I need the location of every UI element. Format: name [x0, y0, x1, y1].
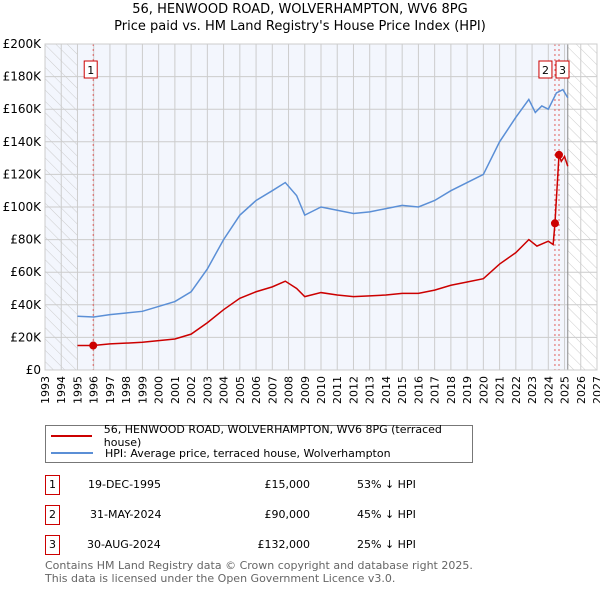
sale-marker-box — [555, 60, 570, 79]
marker-box: 3 — [45, 535, 60, 555]
plot-border — [44, 43, 598, 371]
hpi-delta: 45% ↓ HPI — [357, 508, 416, 521]
price-chart: 1993 1994 1995 1996 1997 1998 1999 2000 2001 2002… — [3, 37, 600, 404]
marker-box: 2 — [45, 505, 60, 525]
x-tick-label: 1994 — [55, 376, 68, 404]
x-tick-label: 2023 — [526, 376, 539, 404]
x-tick-label: 2021 — [494, 376, 507, 404]
transaction-row: 1 19-DEC-1995 £15,000 53% ↓ HPI — [45, 475, 465, 495]
x-tick-label: 2006 — [250, 376, 263, 404]
x-tick-label: 2026 — [575, 376, 588, 404]
x-tick-label: 2014 — [380, 376, 393, 404]
sale-point — [555, 150, 564, 159]
x-tick-label: 2012 — [347, 376, 360, 404]
legend-item-hpi: HPI: Average price, terraced house, Wolv… — [46, 445, 391, 461]
legend-swatch-red — [51, 435, 92, 437]
x-tick-label: 1997 — [104, 376, 117, 404]
y-tick-label: £80K — [10, 233, 42, 247]
chart-subtitle: Price paid vs. HM Land Registry's House … — [114, 19, 486, 34]
footer-line: Contains HM Land Registry data © Crown c… — [45, 559, 473, 572]
x-tick-label: 2004 — [218, 376, 231, 404]
x-tick-label: 1999 — [136, 376, 149, 404]
x-tick-label: 2005 — [234, 376, 247, 404]
y-tick-label: £180K — [3, 70, 43, 84]
y-tick-label: £20K — [10, 330, 42, 344]
hpi-delta: 53% ↓ HPI — [357, 478, 416, 491]
x-tick-label: 2018 — [445, 376, 458, 404]
x-tick-label: 2010 — [315, 376, 328, 404]
x-tick-label: 2015 — [396, 376, 409, 404]
series-line — [77, 88, 569, 318]
sale-marker-box — [538, 60, 553, 79]
x-tick-label: 1998 — [120, 376, 133, 404]
y-tick-label: £120K — [3, 167, 43, 181]
sale-point — [550, 219, 559, 228]
y-tick-label: £200K — [3, 37, 43, 51]
x-tick-label: 2009 — [299, 376, 312, 404]
x-tick-label: 2003 — [201, 376, 214, 404]
sale-marker-box — [83, 60, 98, 79]
x-tick-label: 2024 — [542, 376, 555, 404]
legend-label: HPI: Average price, terraced house, Wolv… — [105, 446, 391, 460]
sale-point — [89, 341, 98, 350]
x-tick-label: 2002 — [185, 376, 198, 404]
chart-title: 56, HENWOOD ROAD, WOLVERHAMPTON, WV6 8PG — [132, 2, 468, 17]
footer: Contains HM Land Registry data © Crown c… — [45, 559, 473, 585]
y-tick-label: £40K — [10, 298, 42, 312]
legend: 56, HENWOOD ROAD, WOLVERHAMPTON, WV6 8PG… — [45, 423, 473, 463]
x-tick-label: 2019 — [461, 376, 474, 404]
x-tick-label: 2011 — [331, 376, 344, 404]
x-tick-label: 2001 — [169, 376, 182, 404]
footer-line: This data is licensed under the Open Gov… — [45, 572, 396, 585]
sale-marker-label: 3 — [559, 64, 566, 77]
x-tick-label: 2013 — [364, 376, 377, 404]
y-tick-label: £100K — [3, 200, 43, 214]
hpi-delta: 25% ↓ HPI — [357, 538, 416, 551]
x-tick-label: 2007 — [266, 376, 279, 404]
sale-marker-label: 2 — [542, 64, 549, 77]
sale-price: £15,000 — [264, 478, 311, 491]
y-tick-label: £60K — [10, 265, 42, 279]
x-tick-label: 2008 — [283, 376, 296, 404]
sale-price: £90,000 — [264, 508, 311, 521]
series-line — [77, 154, 569, 347]
marker-box: 1 — [45, 475, 60, 495]
x-tick-label: 2020 — [477, 376, 490, 404]
x-tick-label: 2017 — [429, 376, 442, 404]
sale-date: 19-DEC-1995 — [88, 478, 162, 491]
x-tick-label: 2022 — [510, 376, 523, 404]
legend-label: 56, HENWOOD ROAD, WOLVERHAMPTON, WV6 8PG… — [103, 423, 442, 449]
x-tick-label: 1995 — [71, 376, 84, 404]
y-tick-label: £160K — [3, 102, 43, 116]
legend-swatch-blue — [51, 452, 93, 454]
transaction-row: 3 30-AUG-2024 £132,000 25% ↓ HPI — [45, 535, 465, 555]
x-tick-label: 1993 — [39, 376, 52, 404]
x-tick-label: 2000 — [153, 376, 166, 404]
y-tick-label: £140K — [3, 135, 43, 149]
x-tick-label: 2016 — [412, 376, 425, 404]
x-tick-label: 1996 — [88, 376, 101, 404]
sale-marker-label: 1 — [87, 64, 94, 77]
y-tick-label: £0 — [26, 363, 41, 377]
sale-price: £132,000 — [257, 538, 311, 551]
x-tick-label: 2027 — [591, 376, 600, 404]
sale-date: 31-MAY-2024 — [90, 508, 162, 521]
x-tick-label: 2025 — [559, 376, 572, 404]
transaction-row: 2 31-MAY-2024 £90,000 45% ↓ HPI — [45, 505, 465, 525]
sale-date: 30-AUG-2024 — [87, 538, 161, 551]
legend-item-property: 56, HENWOOD ROAD, WOLVERHAMPTON, WV6 8PG… — [46, 423, 472, 449]
